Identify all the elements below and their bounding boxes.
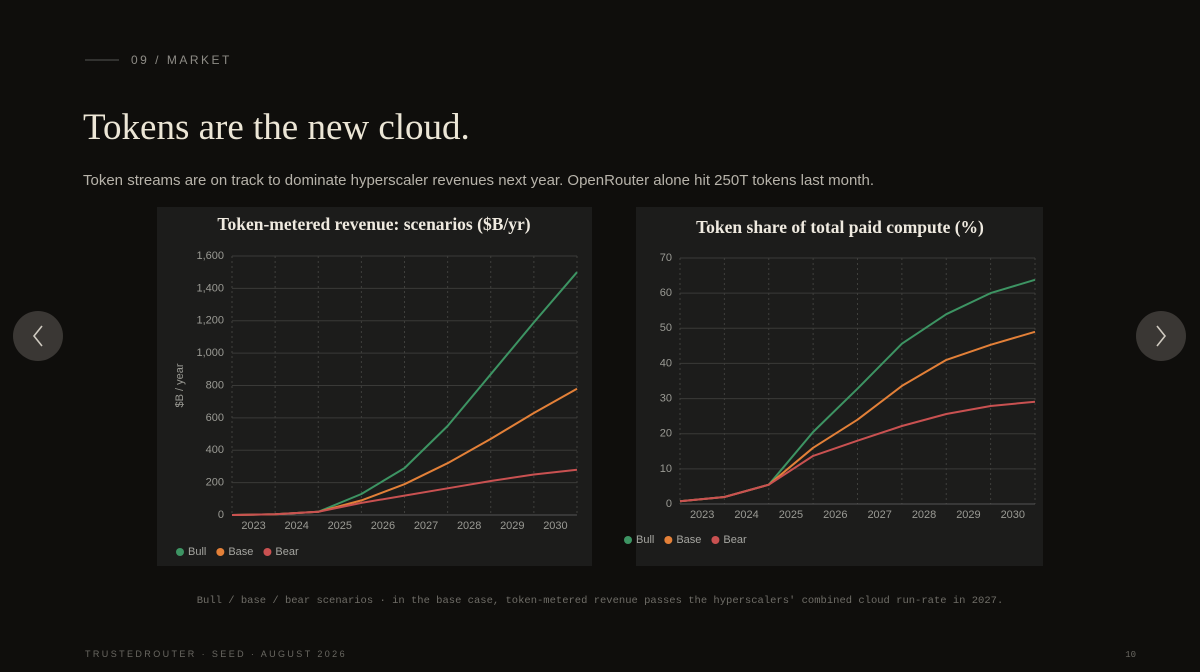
series-line [679,400,1036,503]
y-axis-label: $B / year [174,363,186,407]
x-tick-label: 2025 [779,509,803,521]
legend-label: Bear [275,546,299,558]
y-tick-label: 800 [206,379,224,391]
y-tick-label: 1,200 [196,315,224,327]
y-tick-label: 40 [660,357,672,369]
x-tick-label: 2029 [500,520,524,532]
x-tick-label: 2023 [690,509,714,521]
y-tick-label: 50 [660,322,672,334]
legend-label: Bull [188,546,206,558]
chart-panel [157,207,592,566]
legend-label: Base [676,534,701,546]
x-tick-label: 2028 [457,520,481,532]
prev-button[interactable] [13,311,63,361]
next-icon [1156,325,1167,347]
y-tick-label: 0 [666,498,672,510]
x-tick-label: 2029 [956,509,980,521]
x-tick-label: 2024 [734,509,758,521]
prev-icon [32,325,43,347]
page-number: 10 [1125,650,1136,660]
x-tick-label: 2028 [912,509,936,521]
x-tick-label: 2026 [371,520,395,532]
legend-swatch [216,548,225,556]
y-tick-label: 10 [660,463,672,475]
x-tick-label: 2026 [823,509,847,521]
eyebrow: 09 / MARKET [131,53,232,67]
x-tick-label: 2023 [241,520,265,532]
y-tick-label: 1,600 [196,250,224,262]
legend-label: Base [228,546,253,558]
legend-swatch [711,536,720,544]
x-tick-label: 2027 [414,520,438,532]
y-tick-label: 30 [660,392,672,404]
x-tick-label: 2027 [867,509,891,521]
next-button[interactable] [1136,311,1186,361]
legend-swatch [664,536,673,544]
y-tick-label: 0 [218,509,224,521]
legend-label: Bear [723,534,747,546]
x-tick-label: 2025 [328,520,352,532]
chart-panel [636,207,1043,566]
series-line [231,468,578,516]
chart-title: Token share of total paid compute (%) [696,217,984,237]
legend-swatch [176,548,184,556]
y-tick-label: 20 [660,428,672,440]
chart-title: Token-metered revenue: scenarios ($B/yr) [217,214,530,234]
legend-swatch [624,536,632,544]
caption: Bull / base / bear scenarios · in the ba… [197,595,1004,607]
legend-label: Bull [636,534,654,546]
y-tick-label: 70 [660,252,672,264]
y-tick-label: 600 [206,412,224,424]
y-tick-label: 60 [660,287,672,299]
slide-title: Tokens are the new cloud. [83,107,470,148]
subtitle: Token streams are on track to dominate h… [83,172,874,189]
legend-swatch [263,548,272,556]
x-tick-label: 2030 [1001,509,1025,521]
y-tick-label: 200 [206,477,224,489]
x-tick-label: 2024 [284,520,308,532]
y-tick-label: 400 [206,444,224,456]
x-tick-label: 2030 [543,520,567,532]
y-tick-label: 1,000 [196,347,224,359]
y-tick-label: 1,400 [196,282,224,294]
footer-left: TRUSTEDROUTER · SEED · AUGUST 2026 [85,649,347,659]
